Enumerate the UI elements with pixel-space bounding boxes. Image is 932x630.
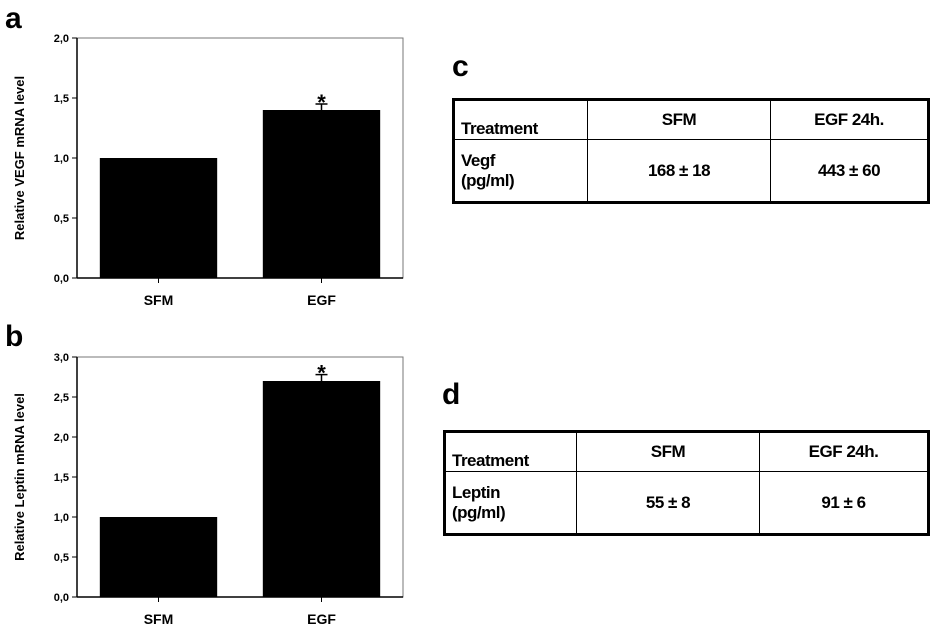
table-cell: 91 ± 6 bbox=[759, 471, 929, 535]
plot-frame bbox=[76, 37, 404, 279]
bar bbox=[99, 158, 218, 278]
table-header-row: Treatment SFM EGF 24h. bbox=[453, 99, 929, 140]
table-cell: 55 ± 8 bbox=[576, 471, 760, 535]
table-row: Leptin (pg/ml) 55 ± 8 91 ± 6 bbox=[444, 471, 929, 535]
y-tick-label: 1,0 bbox=[54, 153, 69, 165]
x-tick-label: SFM bbox=[144, 611, 174, 627]
leptin-protein-table: Treatment SFM EGF 24h. Leptin (pg/ml) 55… bbox=[443, 430, 930, 536]
plot-frame bbox=[76, 356, 404, 598]
vegf-protein-table: Treatment SFM EGF 24h. Vegf (pg/ml) 168 … bbox=[452, 98, 930, 204]
table-header-cell: EGF 24h. bbox=[759, 431, 929, 472]
bar bbox=[262, 381, 381, 597]
y-tick-label: 0,0 bbox=[54, 273, 69, 285]
table-header-cell: SFM bbox=[576, 431, 760, 472]
table-header-cell: Treatment bbox=[444, 431, 577, 472]
panel-label-c: c bbox=[452, 50, 469, 83]
x-tick-label: EGF bbox=[307, 611, 336, 627]
y-axis-label: Relative VEGF mRNA level bbox=[12, 76, 27, 240]
bar bbox=[262, 110, 381, 278]
y-tick-label: 0,5 bbox=[54, 213, 69, 225]
y-tick-label: 2,5 bbox=[54, 392, 69, 404]
table-header-cell: SFM bbox=[587, 99, 771, 140]
x-tick-label: EGF bbox=[307, 292, 336, 308]
table-header-cell: Treatment bbox=[453, 99, 588, 140]
table-row-header: Leptin (pg/ml) bbox=[444, 471, 577, 535]
table-row-header: Vegf (pg/ml) bbox=[453, 139, 588, 203]
table-header-cell: EGF 24h. bbox=[770, 99, 929, 140]
y-tick-label: 2,0 bbox=[54, 33, 69, 45]
panel-label-d: d bbox=[442, 378, 461, 411]
table-cell: 443 ± 60 bbox=[770, 139, 929, 203]
significance-marker: * bbox=[317, 361, 326, 386]
y-tick-label: 2,0 bbox=[54, 432, 69, 444]
y-tick-label: 1,5 bbox=[54, 472, 69, 484]
panel-label-a: a bbox=[5, 2, 22, 35]
y-tick-label: 3,0 bbox=[54, 352, 69, 364]
y-tick-label: 0,5 bbox=[54, 552, 69, 564]
bar bbox=[99, 517, 218, 597]
panel-label-b: b bbox=[5, 320, 24, 353]
y-axis-label: Relative Leptin mRNA level bbox=[12, 393, 27, 561]
x-tick-label: SFM bbox=[144, 292, 174, 308]
table-row: Vegf (pg/ml) 168 ± 18 443 ± 60 bbox=[453, 139, 929, 203]
y-tick-label: 1,0 bbox=[54, 512, 69, 524]
table-header-row: Treatment SFM EGF 24h. bbox=[444, 431, 929, 472]
y-tick-label: 0,0 bbox=[54, 592, 69, 604]
table-cell: 168 ± 18 bbox=[587, 139, 771, 203]
significance-marker: * bbox=[317, 90, 326, 115]
y-tick-label: 1,5 bbox=[54, 93, 69, 105]
